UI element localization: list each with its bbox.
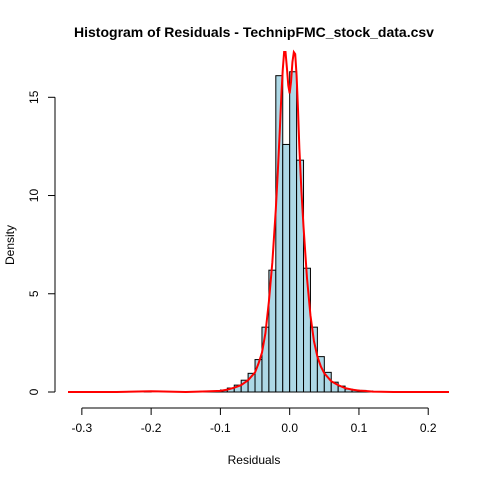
x-tick-label: 0.1 (351, 421, 368, 435)
x-axis-label: Residuals (228, 453, 281, 467)
x-tick-label: -0.1 (210, 421, 231, 435)
x-axis: -0.3 -0.2 -0.1 0.0 0.1 0.2 (72, 407, 437, 435)
y-axis: 0 5 10 15 (27, 90, 56, 395)
y-axis-label: Density (3, 225, 17, 265)
histogram-bar (282, 143, 291, 393)
y-tick-label: 0 (27, 388, 41, 395)
histogram-bar (289, 71, 298, 393)
x-tick-label: 0.0 (281, 421, 298, 435)
chart-title: Histogram of Residuals - TechnipFMC_stoc… (74, 24, 434, 40)
x-tick-label: -0.3 (72, 421, 93, 435)
density-curve (68, 49, 449, 394)
y-tick-label: 5 (27, 290, 41, 297)
y-tick-label: 15 (27, 90, 41, 104)
x-tick-label: -0.2 (141, 421, 162, 435)
y-tick-label: 10 (27, 189, 41, 203)
x-tick-label: 0.2 (420, 421, 437, 435)
histogram-bars (143, 71, 374, 393)
